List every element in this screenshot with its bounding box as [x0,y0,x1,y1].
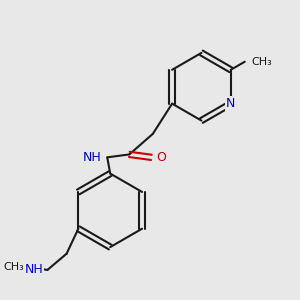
Text: NH: NH [24,263,43,276]
Text: CH₃: CH₃ [3,262,24,272]
Text: NH: NH [82,151,101,164]
Text: N: N [226,97,236,110]
Text: CH₃: CH₃ [251,57,272,67]
Text: O: O [157,151,166,164]
